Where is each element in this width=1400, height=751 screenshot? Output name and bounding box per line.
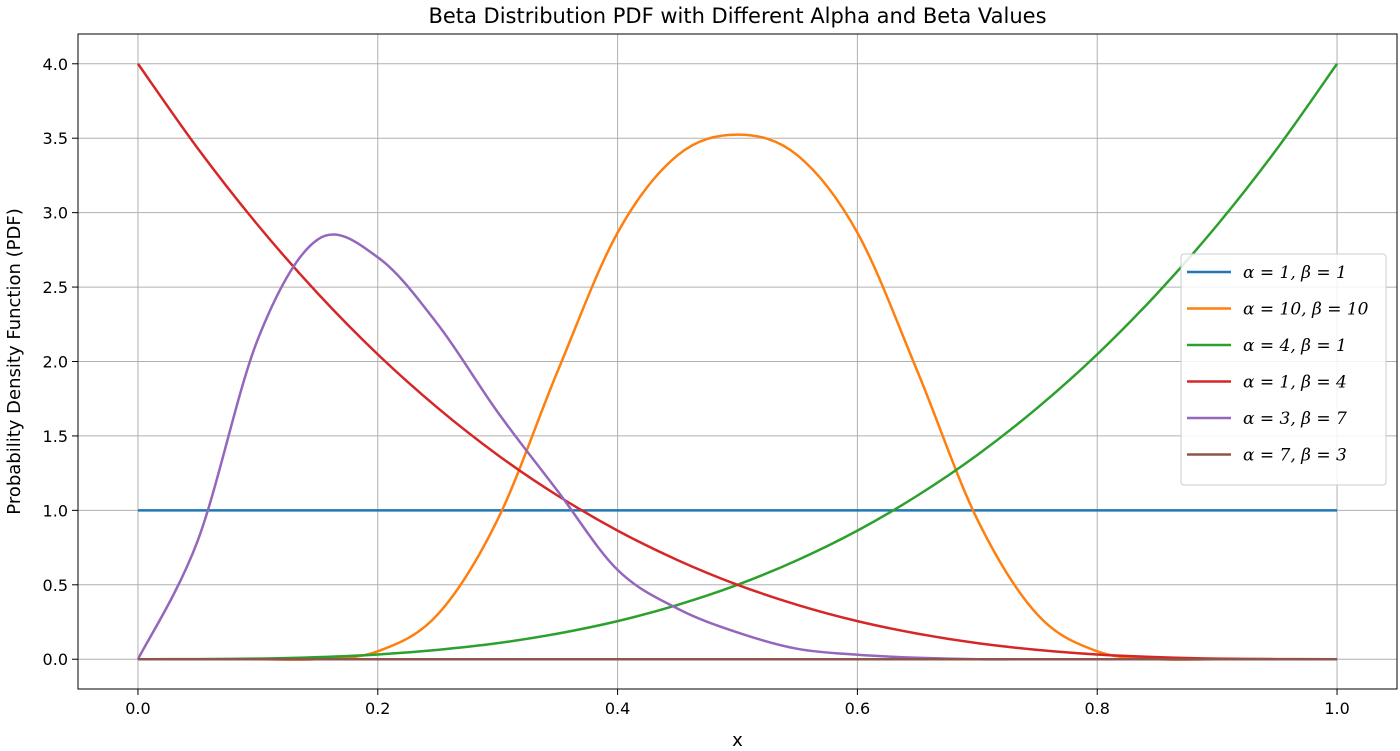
x-tick-label: 0.2 (365, 699, 390, 718)
x-tick-label: 0.8 (1085, 699, 1110, 718)
legend-label: α = 10, β = 10 (1243, 300, 1369, 320)
y-tick-label: 0.5 (43, 576, 68, 595)
series-line-3 (136, 63, 1338, 661)
y-tick-label: 3.0 (43, 204, 68, 223)
x-axis-label: x (732, 730, 743, 751)
series-line-1 (137, 133, 1338, 661)
y-tick-label: 1.0 (43, 501, 68, 520)
legend-label: α = 1, β = 4 (1243, 373, 1347, 393)
y-tick-label: 3.5 (43, 129, 68, 148)
y-tick-label: 4.0 (43, 55, 68, 74)
x-tick-label: 1.0 (1324, 699, 1349, 718)
series-line-2 (137, 63, 1339, 661)
y-tick-label: 2.0 (43, 353, 68, 372)
legend-label: α = 7, β = 3 (1243, 446, 1347, 466)
x-tick-label: 0.4 (605, 699, 630, 718)
legend-label: α = 1, β = 1 (1243, 263, 1347, 283)
ticks: 0.0 0.2 0.4 0.6 0.8 1.0 0.0 0.5 1.0 1.5 2.0 2.5 3.0 3… (43, 55, 1350, 718)
legend-label: α = 3, β = 7 (1243, 409, 1347, 429)
legend: α = 1, β = 1 α = 10, β = 10 α = 4, β = 1 α … (1180, 253, 1387, 486)
y-tick-label: 2.5 (43, 278, 68, 297)
x-tick-label: 0.6 (845, 699, 870, 718)
legend-label: α = 4, β = 1 (1243, 336, 1347, 356)
y-tick-label: 0.0 (43, 650, 68, 669)
x-tick-label: 0.0 (125, 699, 150, 718)
y-axis-label: Probability Density Function (PDF) (4, 208, 25, 514)
legend-box (1180, 253, 1387, 486)
series-lines (136, 63, 1339, 661)
chart-title: Beta Distribution PDF with Different Alp… (428, 4, 1046, 28)
y-tick-label: 1.5 (43, 427, 68, 446)
